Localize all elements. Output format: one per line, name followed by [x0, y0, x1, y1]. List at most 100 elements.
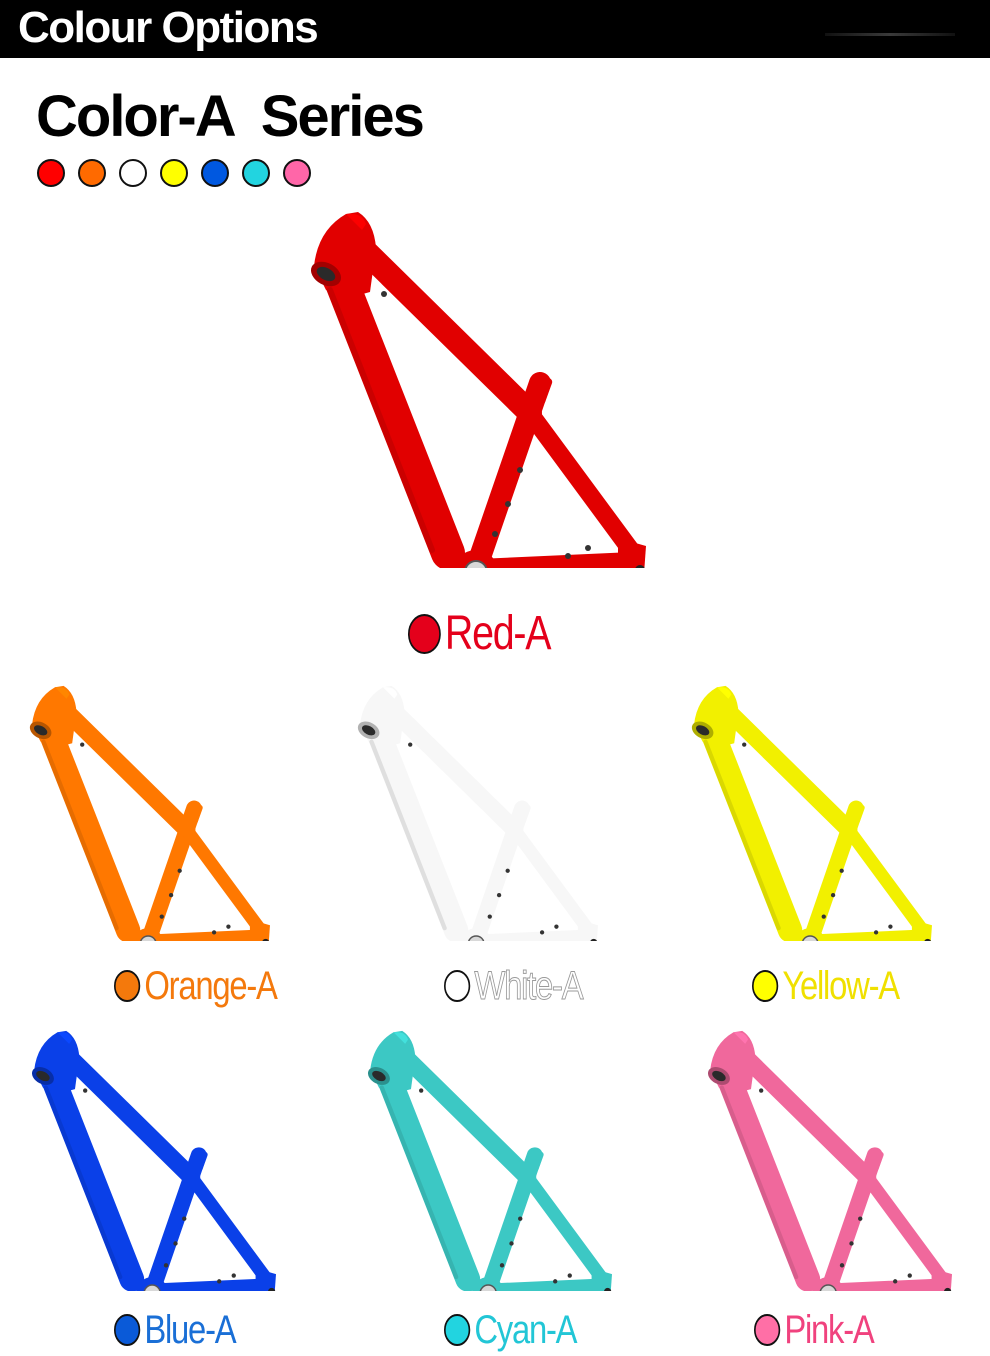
top-tube	[51, 1039, 201, 1186]
down-tube-shade	[369, 739, 447, 931]
swatch-pink[interactable]	[283, 159, 311, 187]
bb-shell	[802, 935, 819, 941]
swatch-white[interactable]	[119, 159, 147, 187]
cable-port	[509, 1241, 514, 1246]
cable-port	[554, 924, 559, 929]
chain-stay	[145, 1278, 275, 1291]
frame-label-text: Red-A	[444, 607, 552, 660]
rear-dropout	[931, 1268, 952, 1291]
cable-port	[539, 930, 545, 935]
seat-stay	[523, 407, 642, 562]
headset-bore	[372, 1070, 386, 1082]
rear-dropout	[591, 1268, 612, 1291]
swatch-cyan[interactable]	[242, 159, 270, 187]
headset-bore	[362, 725, 376, 736]
top-tube	[387, 1039, 537, 1186]
chain-stay	[467, 552, 644, 568]
frame-label-yellow: Yellow-A	[752, 963, 900, 1009]
cable-port	[381, 291, 387, 297]
dropout-axle	[268, 1287, 276, 1291]
frame-label-red: Red-A	[408, 607, 552, 660]
dropout-axle	[262, 938, 269, 941]
rear-dropout	[255, 1268, 276, 1291]
cable-port	[888, 924, 893, 929]
color-dot	[444, 970, 471, 1002]
frame-label-cyan: Cyan-A	[444, 1307, 578, 1353]
swatch-red[interactable]	[37, 159, 65, 187]
dropout-axle	[924, 938, 931, 941]
frame-label-text: Orange-A	[144, 964, 278, 1008]
seat-post-top	[514, 802, 531, 825]
cable-port	[505, 868, 510, 873]
cable-port	[907, 1273, 912, 1278]
color-dot	[752, 970, 779, 1002]
color-dot	[754, 1314, 781, 1346]
cable-port	[873, 930, 879, 935]
bottom-bracket	[472, 1276, 505, 1291]
cable-port	[163, 1263, 169, 1268]
bb-shell	[479, 1284, 497, 1291]
bottom-bracket	[812, 1276, 845, 1291]
seat-post-top	[848, 802, 865, 825]
cable-port	[496, 892, 502, 898]
down-tube	[700, 720, 803, 941]
cable-port	[168, 892, 174, 898]
dropout-axle	[590, 938, 597, 941]
bike-frame-red	[310, 212, 646, 568]
bb-shell	[464, 560, 488, 568]
cable-port	[517, 467, 523, 473]
frame-label-text: Cyan-A	[474, 1308, 577, 1352]
cable-port	[173, 1241, 178, 1246]
swatch-yellow[interactable]	[160, 159, 188, 187]
frame-label-text: Yellow-A	[782, 964, 900, 1008]
color-dot	[444, 1314, 471, 1346]
cable-port	[80, 742, 85, 747]
swatch-blue[interactable]	[201, 159, 229, 187]
headset-bore	[712, 1070, 726, 1082]
seat-post-top	[867, 1149, 884, 1172]
cable-port	[565, 553, 571, 559]
down-tube	[40, 1066, 145, 1291]
bb-shell	[468, 935, 485, 941]
seat-stay	[181, 825, 268, 937]
cable-port	[418, 1088, 424, 1093]
headset-bore	[36, 1070, 50, 1082]
headset-bore	[316, 266, 336, 282]
head-tube-highlight	[716, 687, 732, 699]
color-dot	[114, 970, 141, 1002]
rear-dropout	[577, 919, 598, 941]
headset-bore	[696, 725, 710, 736]
seat-post-top	[527, 1149, 544, 1172]
headset-bore	[34, 725, 48, 736]
seat-post-top	[529, 375, 553, 405]
head-tube-highlight	[733, 1032, 749, 1044]
cable-port	[849, 1241, 854, 1246]
top-tube	[338, 224, 542, 425]
down-tube-shade	[43, 1085, 123, 1280]
seat-post-top	[191, 1149, 208, 1172]
chain-stay	[141, 929, 269, 941]
bottom-bracket	[136, 1276, 169, 1291]
top-tube	[49, 694, 196, 839]
head-tube-highlight	[54, 687, 70, 699]
cable-port	[211, 930, 217, 935]
down-tube-shade	[719, 1085, 799, 1280]
frame-label-blue: Blue-A	[114, 1307, 237, 1353]
bottom-bracket	[460, 928, 492, 941]
cable-port	[159, 914, 164, 919]
rear-dropout	[618, 538, 646, 568]
bike-frame-white	[357, 685, 598, 941]
cable-port	[839, 868, 844, 873]
cable-port	[182, 1216, 187, 1221]
bike-frame-cyan	[367, 1030, 612, 1291]
down-tube-shade	[327, 287, 435, 553]
cable-port	[487, 914, 492, 919]
seat-stay	[522, 1172, 610, 1286]
swatch-orange[interactable]	[78, 159, 106, 187]
frame-label-white: White-A	[444, 963, 584, 1009]
cable-port	[518, 1216, 523, 1221]
dropout-axle	[635, 565, 645, 568]
header-decoration	[825, 33, 955, 36]
cable-port	[585, 545, 591, 551]
header-bar: Colour Options	[0, 0, 990, 58]
